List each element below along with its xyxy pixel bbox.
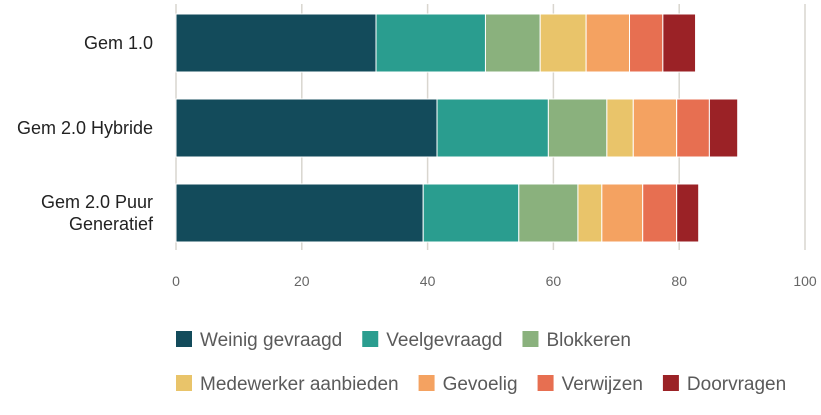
bar-segment: [175, 183, 424, 243]
legend: Weinig gevraagd Veelgevraagd Blokkeren Mede…: [176, 330, 786, 395]
bar-segment: [606, 98, 634, 158]
bar-segment: [422, 183, 520, 243]
legend-swatch: [418, 375, 435, 391]
bar-segment: [175, 98, 438, 158]
legend-item: Verwijzen: [537, 374, 643, 395]
x-tick-label: 20: [294, 273, 310, 289]
legend-swatch: [176, 375, 192, 391]
legend-swatch: [662, 375, 679, 391]
x-tick-label: 0: [172, 273, 180, 289]
bar-segment: [629, 13, 664, 73]
bar-segment: [518, 183, 579, 243]
legend-item: Veelgevraagd: [362, 330, 502, 351]
legend-item: Doorvragen: [662, 374, 786, 395]
legend-label: Blokkeren: [546, 330, 631, 351]
bar-segment: [708, 98, 739, 158]
legend-swatch: [176, 331, 192, 347]
bar-segment: [577, 183, 603, 243]
legend-swatch: [362, 331, 379, 347]
legend-item: Weinig gevraagd: [176, 330, 342, 351]
category-label-line: Gem 1.0: [84, 33, 153, 53]
legend-swatch: [537, 375, 554, 391]
bar-segment: [175, 13, 377, 73]
legend-label: Veelgevraagd: [386, 330, 502, 351]
bar-segment: [662, 13, 697, 73]
legend-label: Verwijzen: [562, 374, 643, 395]
legend-item: Medewerker aanbieden: [176, 374, 399, 395]
x-tick-label: 60: [546, 273, 562, 289]
category-label-line: Generatief: [69, 214, 154, 234]
bar-segment: [601, 183, 644, 243]
bar-segment: [539, 13, 587, 73]
legend-label: Medewerker aanbieden: [200, 374, 399, 395]
category-label-line: Gem 2.0 Hybride: [17, 118, 153, 138]
category-label: Gem 1.0: [84, 33, 153, 53]
bar-segment: [632, 98, 678, 158]
bar-segment: [676, 183, 700, 243]
x-tick-label: 100: [793, 273, 817, 289]
bar-segment: [676, 98, 710, 158]
bar-segment: [375, 13, 486, 73]
bar-segment: [436, 98, 549, 158]
bar-segment: [547, 98, 608, 158]
legend-label: Gevoelig: [443, 374, 518, 395]
bars: [175, 13, 739, 243]
category-label-line: Gem 2.0 Puur: [41, 192, 153, 212]
legend-label: Doorvragen: [687, 374, 786, 395]
x-tick-label: 80: [671, 273, 687, 289]
bar-segment: [484, 13, 541, 73]
legend-swatch: [522, 331, 539, 347]
category-label: Gem 2.0 Puur Generatief: [41, 192, 154, 234]
legend-item: Gevoelig: [418, 374, 518, 395]
legend-item: Blokkeren: [522, 330, 631, 351]
bar-segment: [642, 183, 678, 243]
x-tick-label: 40: [420, 273, 436, 289]
legend-label: Weinig gevraagd: [200, 330, 342, 351]
bar-segment: [585, 13, 631, 73]
category-label: Gem 2.0 Hybride: [17, 118, 153, 138]
